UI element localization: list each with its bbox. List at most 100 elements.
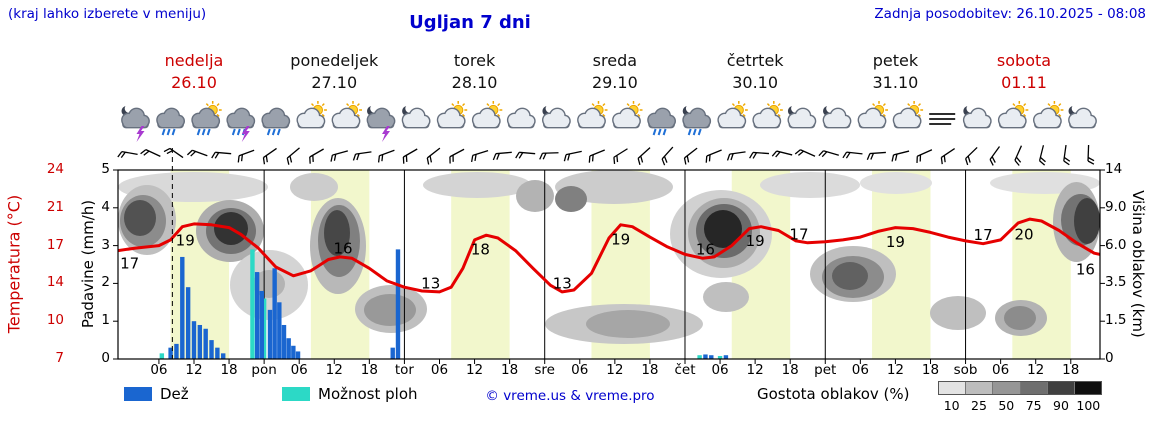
cloud-tick-label: 0 [1105,350,1114,366]
wind-barb-icon [186,149,208,157]
temp-tick-label: 10 [46,312,64,329]
weather-icon-sun-cloud-rain [191,101,222,136]
wind-barb-icon [402,148,418,164]
weather-icon-sun-cloud [331,101,362,129]
day-name: torek [453,51,496,70]
rain-bar [259,290,264,359]
temperature-value-label: 19 [176,231,195,249]
wind-barb-icon [683,147,698,165]
time-tick-label: 06 [430,362,449,378]
weather-icon-moon-cloud [401,104,431,129]
weather-icon-sun-cloud [892,101,924,129]
showers-legend-swatch [282,387,310,401]
day-name: četrtek [726,51,784,70]
rain-bar [286,338,291,359]
cloud-density-cell [1047,382,1075,394]
wind-barb-icon [426,147,441,165]
rain-bar [168,347,173,359]
cloud-density-value: 25 [971,398,987,413]
day-header-četrtek: četrtek 30.10 [680,50,830,94]
cloud-density-cell [939,382,967,394]
temperature-value-label: 16 [696,241,715,259]
cloud-density-scale-values: 10 25 50 75 90 100 [938,398,1102,413]
time-tick-label: 18 [921,362,940,378]
precip-tick-label: 1 [101,312,110,329]
weather-icon-wind [929,113,956,125]
time-tick-label: 18 [360,362,378,378]
temp-tick-label: 14 [46,274,64,291]
cloud-cover-blob [516,180,554,212]
rain-bar [709,355,714,359]
wind-barb-icon [539,152,559,160]
day-name: ponedeljek [290,51,379,70]
day-date: 30.10 [732,73,779,92]
time-tick-label: 12 [465,362,484,378]
rain-bar [703,354,708,359]
weather-icon-sun-cloud [857,101,888,129]
weather-icon-moon-cloud-bolt [366,104,396,142]
wind-barb-icon [588,149,605,163]
rain-bar [254,272,260,359]
weather-icon-moon-cloud [542,104,571,129]
weather-icon-sun-cloud [296,101,327,129]
rain-bar [295,351,301,359]
precip-tick-label: 0 [101,350,110,366]
time-tick-label: čet [674,362,696,378]
rain-bar [723,355,729,359]
weather-icon-cloud [506,107,536,129]
day-header-sreda: sreda 29.10 [540,50,690,94]
weather-icon-cloud-rain [156,107,185,136]
wind-barb-icon [965,146,978,166]
weather-icon-moon-cloud [787,104,817,129]
day-date: 29.10 [591,73,638,92]
rain-bar [191,321,197,359]
cloud-density-cell [1020,382,1048,394]
weather-icon-moon-cloud [822,104,852,129]
temperature-value-label: 17 [789,225,808,243]
day-name: sreda [592,51,638,70]
temperature-value-label: 18 [471,241,490,259]
weather-icon-cloud-rain [647,107,676,136]
wind-barb-icon [1063,144,1071,166]
cloud-cover-blob [555,186,587,212]
day-header-sobota: sobota 01.11 [949,50,1099,94]
wind-barb-icon [842,151,863,159]
wind-barb-icon [989,146,1001,166]
wind-barb-icon [794,149,816,157]
temperature-value-label: 17 [974,226,993,244]
wind-barb-icon [470,150,489,163]
weather-icon-sun-cloud [436,101,468,129]
time-tick-label: 06 [851,362,869,378]
time-tick-label: 12 [325,362,343,378]
rain-bar [390,347,395,359]
time-tick-label: 18 [501,362,519,378]
weather-icon-moon-cloud [962,104,992,129]
wind-barb-icon [1038,145,1046,166]
rain-bar [291,345,296,359]
temperature-value-label: 19 [886,233,905,251]
temp-tick-label: 17 [46,236,64,253]
time-tick-label: 18 [641,362,659,378]
wind-barb-icon [492,151,512,161]
cloud-density-legend-label: Gostota oblakov (%) [757,385,910,403]
time-tick-label: 06 [150,362,168,378]
wind-barb-icon [705,149,722,163]
rain-bar [197,324,203,359]
rain-bar [281,324,287,359]
wind-barb-icon [771,150,793,158]
rain-legend-swatch [124,387,152,401]
time-tick-label: 06 [290,362,308,378]
wind-barb-icon [749,151,770,159]
cloud-density-cell [966,382,994,394]
wind-barb-icon [891,150,910,162]
site-credit-link[interactable]: © vreme.us & vreme.pro [485,388,655,404]
wind-barb-icon [818,150,839,158]
cloud-cover-blob [703,282,749,312]
cloud-cover-blob [364,294,416,326]
precip-tick-label: 2 [101,274,110,291]
wind-barb-icon [211,151,232,159]
daylight-band [451,170,510,359]
temperature-value-label: 19 [746,232,765,250]
cloud-cover-blob [760,172,860,198]
